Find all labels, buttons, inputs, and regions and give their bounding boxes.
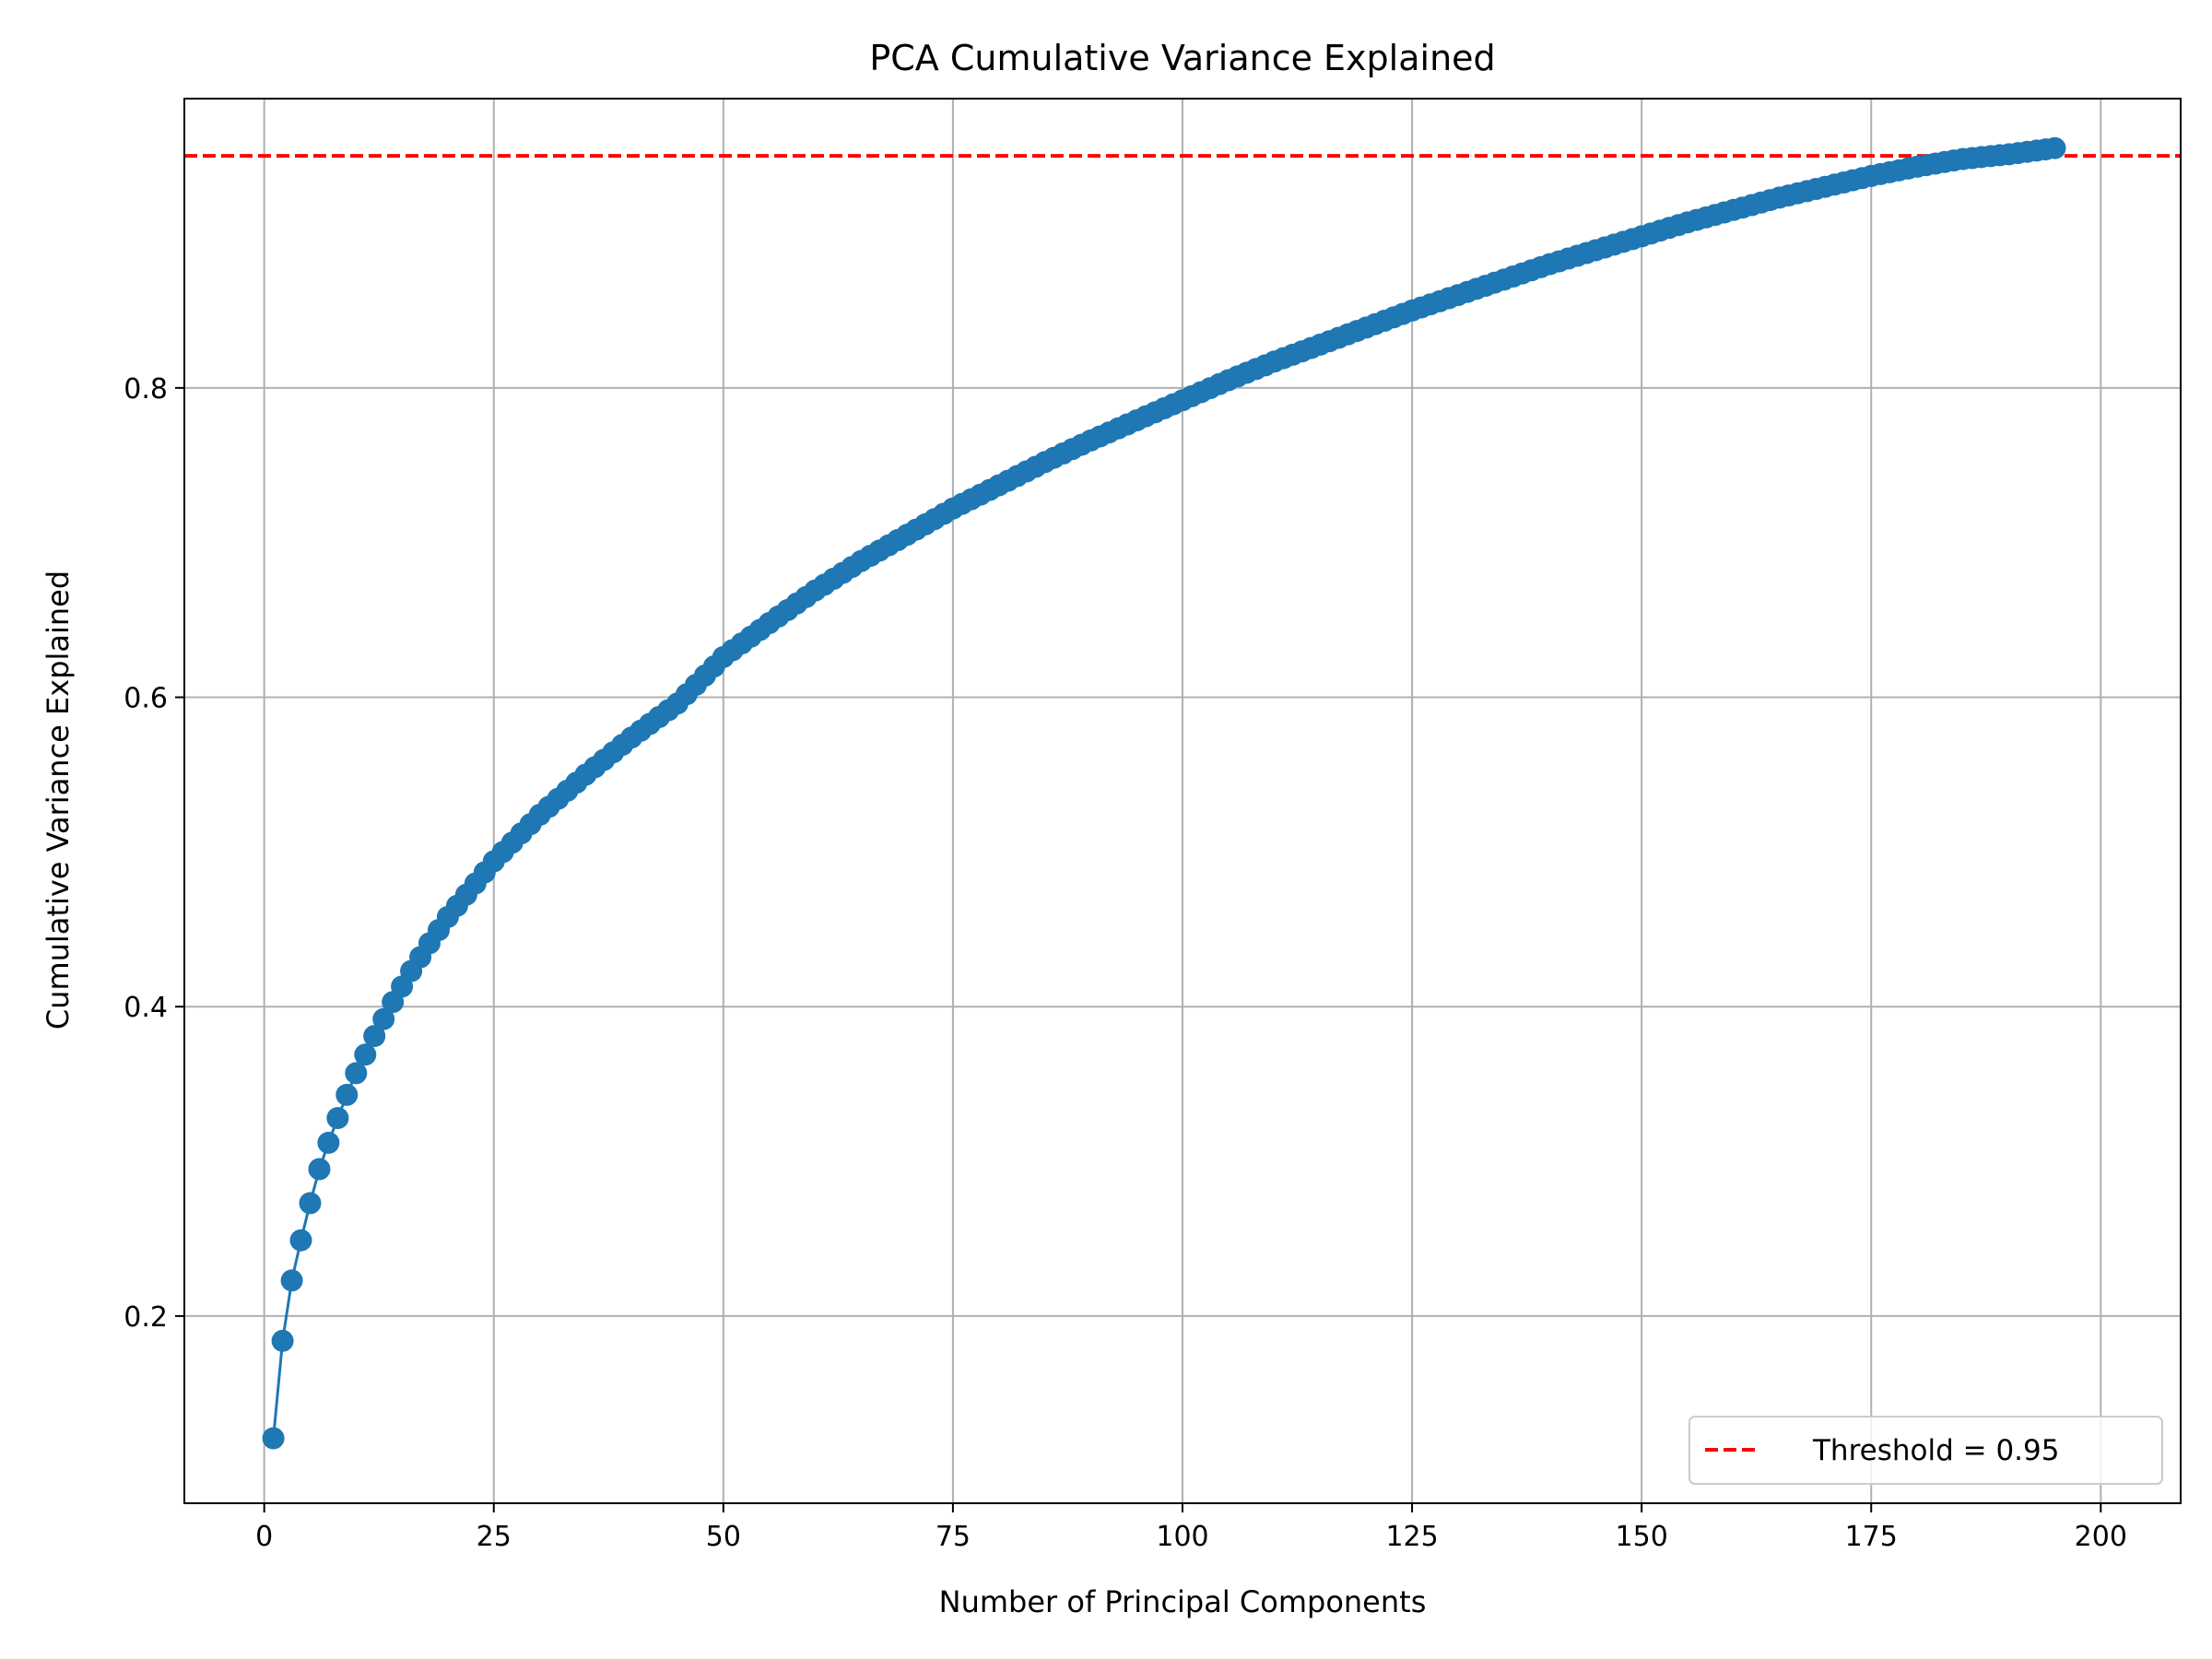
x-tick-label: 75 bbox=[935, 1521, 971, 1553]
x-tick-label: 150 bbox=[1616, 1521, 1668, 1553]
data-point bbox=[345, 1062, 368, 1085]
grid bbox=[184, 99, 2181, 1503]
y-tick-label: 0.6 bbox=[124, 683, 168, 715]
y-tick-label: 0.2 bbox=[124, 1301, 168, 1334]
y-axis-label: Cumulative Variance Explained bbox=[41, 571, 76, 1030]
x-tick-label: 175 bbox=[1845, 1521, 1898, 1553]
data-point bbox=[299, 1192, 322, 1215]
legend-box bbox=[1688, 1416, 2163, 1485]
data-point bbox=[262, 1427, 285, 1450]
legend: Threshold = 0.95 bbox=[1688, 1416, 2163, 1485]
data-point bbox=[289, 1229, 312, 1252]
data-point bbox=[326, 1107, 349, 1130]
data-point bbox=[271, 1329, 294, 1352]
data-point bbox=[354, 1043, 377, 1066]
data-point bbox=[372, 1007, 395, 1030]
x-tick-label: 25 bbox=[477, 1521, 512, 1553]
x-tick-label: 100 bbox=[1156, 1521, 1208, 1553]
data-point bbox=[2043, 136, 2066, 159]
x-axis-ticks: 0 25 50 75 100 125 150 175 200 bbox=[255, 1503, 2127, 1553]
y-tick-label: 0.8 bbox=[124, 373, 168, 406]
data-point bbox=[317, 1131, 340, 1154]
x-tick-label: 125 bbox=[1385, 1521, 1438, 1553]
y-axis-ticks: 0.2 0.4 0.6 0.8 bbox=[124, 373, 184, 1334]
series-group bbox=[262, 136, 2066, 1450]
y-tick-label: 0.4 bbox=[124, 992, 168, 1024]
x-tick-label: 0 bbox=[255, 1521, 273, 1553]
data-point bbox=[280, 1269, 303, 1292]
data-point bbox=[363, 1025, 386, 1048]
x-axis-label: Number of Principal Components bbox=[939, 1584, 1427, 1619]
x-tick-label: 50 bbox=[706, 1521, 741, 1553]
x-tick-label: 200 bbox=[2075, 1521, 2127, 1553]
legend-threshold-label: Threshold = 0.95 bbox=[1812, 1434, 2059, 1467]
data-point bbox=[308, 1158, 331, 1181]
data-point bbox=[335, 1083, 359, 1106]
chart-title: PCA Cumulative Variance Explained bbox=[869, 38, 1495, 78]
